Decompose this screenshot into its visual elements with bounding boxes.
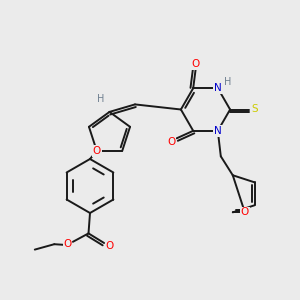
- Text: O: O: [63, 239, 72, 249]
- Text: O: O: [105, 241, 114, 251]
- Text: N: N: [214, 126, 222, 136]
- Text: O: O: [191, 59, 200, 69]
- Text: H: H: [224, 76, 231, 87]
- Text: N: N: [214, 83, 222, 93]
- Text: O: O: [93, 146, 101, 156]
- Text: H: H: [98, 94, 105, 104]
- Text: O: O: [241, 207, 249, 217]
- Text: S: S: [251, 104, 258, 115]
- Text: O: O: [167, 137, 176, 147]
